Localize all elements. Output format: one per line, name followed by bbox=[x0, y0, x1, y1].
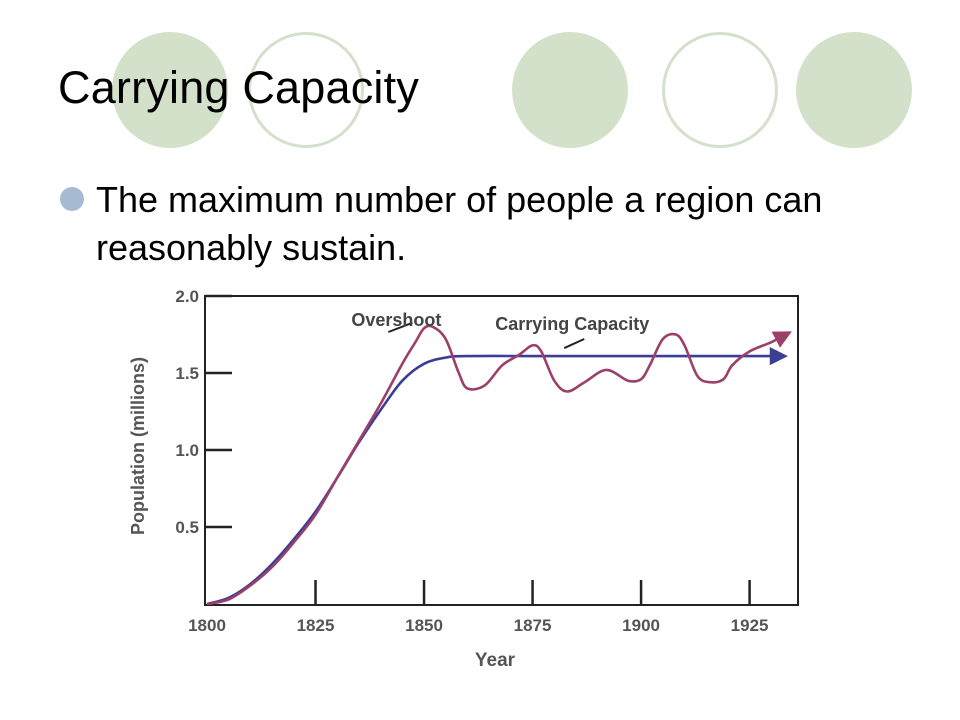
x-tick-label: 1800 bbox=[188, 616, 226, 635]
annotation-leader bbox=[388, 321, 413, 333]
y-tick-label: 2.0 bbox=[175, 287, 199, 306]
decor-circle-filled-2 bbox=[512, 32, 628, 148]
y-tick-label: 0.5 bbox=[175, 518, 199, 537]
decor-circle-filled-1 bbox=[112, 32, 228, 148]
y-axis: 0.5 1.0 1.5 2.0 bbox=[175, 287, 232, 537]
y-tick-label: 1.0 bbox=[175, 441, 199, 460]
y-axis-label: Population (millions) bbox=[128, 357, 148, 535]
x-tick-label: 1875 bbox=[514, 616, 552, 635]
y-tick-label: 1.5 bbox=[175, 364, 199, 383]
x-tick-label: 1850 bbox=[405, 616, 443, 635]
carrying-capacity-line bbox=[206, 347, 788, 606]
x-axis-label: Year bbox=[475, 650, 516, 671]
actual-population-line bbox=[206, 324, 792, 606]
decor-circle-ring-2 bbox=[662, 32, 778, 148]
bullet-text: The maximum number of people a region ca… bbox=[96, 179, 823, 268]
slide-title: Carrying Capacity bbox=[58, 62, 420, 113]
annotation-label: Carrying Capacity bbox=[495, 314, 649, 334]
x-tick-label: 1825 bbox=[297, 616, 335, 635]
series-layer bbox=[206, 324, 792, 606]
decor-circle-filled-3 bbox=[796, 32, 912, 148]
x-tick-label: 1900 bbox=[622, 616, 660, 635]
annotation-label: Overshoot bbox=[351, 310, 441, 330]
decor-circle-ring-1 bbox=[248, 32, 364, 148]
annotation-leader bbox=[563, 338, 585, 349]
plot-frame bbox=[204, 295, 799, 606]
x-axis: 1800 1825 1850 1875 1900 1925 bbox=[188, 580, 769, 635]
annotations: Overshoot Carrying Capacity bbox=[351, 310, 649, 349]
bullet-dot-icon bbox=[60, 187, 84, 211]
x-tick-label: 1925 bbox=[731, 616, 769, 635]
